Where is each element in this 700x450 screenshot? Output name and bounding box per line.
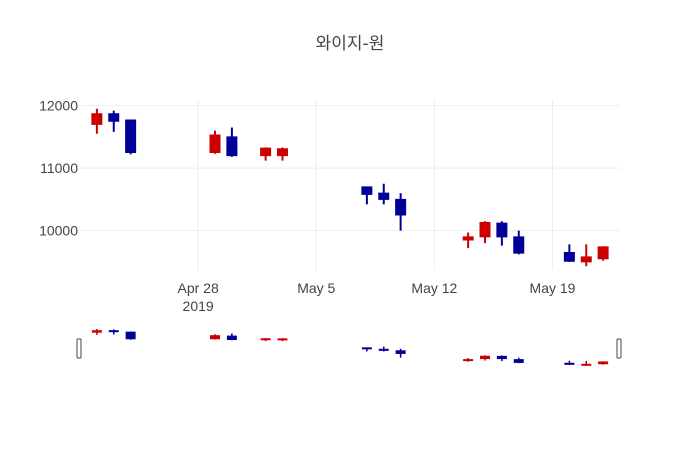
chart-title: 와이지-원 bbox=[316, 34, 385, 54]
x-tick-label: May 19 bbox=[530, 280, 576, 296]
x-tick-label: Apr 28 bbox=[178, 280, 219, 296]
y-tick-label: 12000 bbox=[39, 98, 78, 114]
slider-candle-body bbox=[513, 359, 524, 363]
candle bbox=[91, 108, 103, 134]
slider-candle bbox=[210, 334, 220, 340]
slider-candle-body bbox=[463, 359, 474, 362]
slider-candle bbox=[463, 358, 474, 362]
x-tick-year-label: 2019 bbox=[183, 298, 214, 314]
slider-candle-body bbox=[395, 350, 406, 354]
candle-body bbox=[226, 136, 238, 157]
slider-candle bbox=[395, 348, 406, 358]
range-slider[interactable] bbox=[76, 329, 622, 366]
candle bbox=[479, 221, 491, 244]
y-tick-label: 11000 bbox=[40, 160, 78, 176]
candle-body bbox=[580, 256, 592, 263]
slider-candle-body bbox=[496, 355, 507, 360]
candle-body bbox=[479, 222, 491, 238]
candle-body bbox=[91, 113, 103, 125]
candle bbox=[125, 119, 137, 155]
candle-layer bbox=[91, 108, 609, 267]
slider-candle bbox=[260, 338, 271, 342]
candle-body bbox=[513, 236, 525, 254]
slider-candle-body bbox=[91, 330, 102, 333]
slider-candle bbox=[581, 360, 592, 366]
candle-body bbox=[395, 198, 407, 216]
slider-candle bbox=[513, 357, 524, 364]
candle-body bbox=[462, 236, 474, 241]
slider-candle-body bbox=[260, 338, 271, 341]
x-tick-label: May 5 bbox=[297, 280, 335, 296]
slider-candle bbox=[598, 361, 609, 365]
slider-candle bbox=[564, 360, 575, 365]
slider-candle-body bbox=[378, 348, 389, 351]
candle-body bbox=[260, 147, 272, 157]
range-slider-left-handle[interactable] bbox=[76, 338, 82, 359]
candle bbox=[378, 183, 390, 205]
slider-candle bbox=[480, 355, 490, 361]
candle-body bbox=[496, 222, 508, 238]
slider-candle-body bbox=[564, 362, 575, 365]
candle bbox=[462, 232, 474, 249]
candle bbox=[209, 130, 221, 154]
candle bbox=[597, 246, 609, 261]
candle bbox=[513, 230, 525, 255]
candle-body bbox=[361, 186, 373, 195]
candle-body bbox=[209, 134, 221, 153]
slider-candle-body bbox=[480, 355, 490, 360]
x-tick-label: May 12 bbox=[411, 280, 457, 296]
candle-body bbox=[277, 148, 288, 157]
range-slider-right-handle[interactable] bbox=[616, 338, 622, 359]
slider-candle bbox=[91, 329, 102, 335]
candle-body bbox=[563, 252, 575, 262]
slider-candle-body bbox=[226, 335, 237, 341]
slider-candle bbox=[361, 347, 372, 352]
slider-candle-body bbox=[361, 347, 372, 350]
candle bbox=[260, 147, 272, 161]
slider-candle-body bbox=[125, 331, 136, 340]
slider-candle-body bbox=[581, 363, 592, 366]
candle-body bbox=[108, 113, 120, 122]
candle bbox=[395, 193, 407, 231]
grid-layer bbox=[80, 100, 620, 270]
candle bbox=[563, 244, 575, 262]
candle bbox=[361, 186, 373, 205]
slider-candle bbox=[277, 338, 288, 342]
candle bbox=[580, 244, 592, 267]
slider-candle-body bbox=[210, 335, 220, 340]
candle-body bbox=[597, 246, 609, 260]
candle-body bbox=[378, 192, 390, 200]
candle bbox=[226, 127, 238, 157]
axis-layer: 10000 11000 12000 Apr 28 2019 May 5 May 12 May … bbox=[39, 98, 576, 314]
slider-candle-body bbox=[598, 361, 609, 365]
slider-candle bbox=[378, 346, 389, 352]
slider-candle bbox=[226, 333, 237, 341]
candle bbox=[496, 221, 508, 246]
y-tick-label: 10000 bbox=[39, 223, 78, 239]
candle bbox=[277, 147, 288, 161]
slider-candle bbox=[125, 331, 136, 340]
slider-candle-body bbox=[277, 338, 288, 341]
slider-candle-body bbox=[108, 330, 119, 333]
slider-candle bbox=[108, 329, 119, 335]
candle bbox=[108, 110, 120, 132]
candle-body bbox=[125, 119, 137, 153]
slider-candle bbox=[496, 355, 507, 362]
